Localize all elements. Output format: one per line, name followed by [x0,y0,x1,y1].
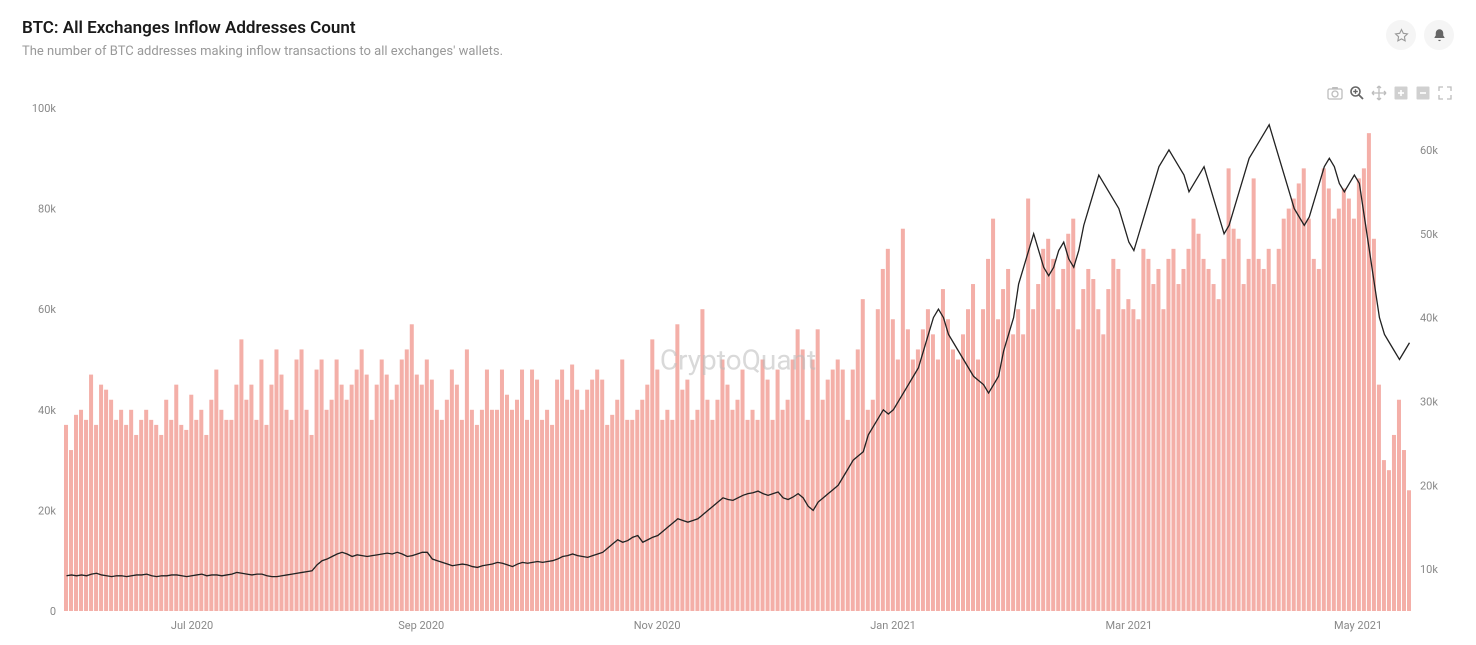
svg-text:Mar 2021: Mar 2021 [1106,619,1153,632]
notifications-button[interactable] [1424,20,1454,50]
svg-text:20k: 20k [1420,479,1438,492]
svg-text:Jan 2021: Jan 2021 [870,619,916,632]
chart-subtitle: The number of BTC addresses making inflo… [22,44,1386,59]
header-actions [1386,18,1454,50]
chart-area[interactable]: 0 20k 40k 60k 80k 100k 10k 20k 30k 40k 50k 60k Crypt… [22,100,1454,635]
minus-box-icon [1415,85,1431,101]
svg-text:0: 0 [50,605,56,618]
svg-text:May 2021: May 2021 [1334,619,1382,632]
zoom-icon [1349,85,1365,101]
svg-text:30k: 30k [1420,395,1438,408]
svg-text:20k: 20k [38,504,56,517]
plus-box-icon [1393,85,1409,101]
expand-icon [1437,85,1453,101]
svg-text:60k: 60k [38,303,56,316]
star-icon [1394,28,1409,43]
chart-svg: 0 20k 40k 60k 80k 100k 10k 20k 30k 40k 50k 60k Crypt… [22,100,1454,635]
svg-text:CryptoQuant: CryptoQuant [660,344,816,377]
svg-text:Nov 2020: Nov 2020 [634,619,681,632]
bell-icon [1432,28,1447,43]
svg-text:40k: 40k [1420,312,1438,325]
svg-text:80k: 80k [38,203,56,216]
svg-text:Jul 2020: Jul 2020 [171,619,213,632]
svg-text:10k: 10k [1420,563,1438,576]
svg-text:40k: 40k [38,404,56,417]
pan-icon [1371,85,1387,101]
camera-icon [1327,85,1343,101]
svg-text:50k: 50k [1420,228,1438,241]
svg-text:Sep 2020: Sep 2020 [398,619,444,632]
favorite-button[interactable] [1386,20,1416,50]
svg-text:100k: 100k [32,102,57,115]
chart-title: BTC: All Exchanges Inflow Addresses Coun… [22,18,1386,38]
svg-text:60k: 60k [1420,144,1438,157]
